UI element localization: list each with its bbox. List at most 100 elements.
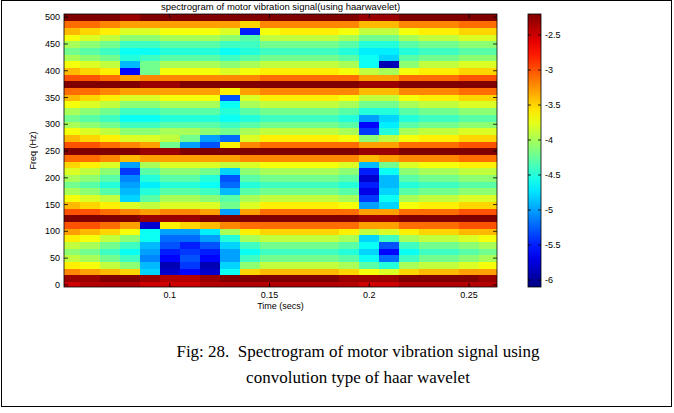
cell <box>399 188 420 195</box>
cell <box>260 275 281 282</box>
cell <box>459 195 480 202</box>
cell <box>220 261 241 268</box>
cell <box>439 121 460 128</box>
cell <box>140 255 161 262</box>
cell <box>140 47 161 54</box>
cell <box>240 188 261 195</box>
cell <box>200 134 221 141</box>
cell <box>220 41 241 48</box>
cell <box>459 255 480 262</box>
cell <box>140 261 161 268</box>
cell <box>160 282 181 287</box>
cell <box>459 14 480 21</box>
cell <box>459 27 480 34</box>
cell <box>100 74 121 81</box>
cell <box>479 81 497 88</box>
cell <box>299 174 320 181</box>
cell <box>140 235 161 242</box>
cell <box>64 41 81 48</box>
cell <box>160 248 181 255</box>
cell <box>120 248 141 255</box>
cell <box>120 141 141 148</box>
cell <box>319 34 340 41</box>
cell <box>64 261 81 268</box>
cell <box>64 27 81 34</box>
cell <box>260 282 281 287</box>
cell <box>80 148 101 155</box>
cell <box>419 114 440 121</box>
cell <box>160 215 181 222</box>
cell <box>64 141 81 148</box>
cell <box>280 174 301 181</box>
cell <box>299 81 320 88</box>
y-tick <box>493 258 497 259</box>
cell <box>399 228 420 235</box>
cell <box>120 121 141 128</box>
cell <box>160 255 181 262</box>
cell <box>399 121 420 128</box>
cell <box>399 195 420 202</box>
cell <box>220 74 241 81</box>
cell <box>200 261 221 268</box>
cell <box>299 208 320 215</box>
cell <box>80 134 101 141</box>
cell <box>399 134 420 141</box>
cell <box>379 128 400 135</box>
cell <box>100 14 121 21</box>
cell <box>200 235 221 242</box>
cell <box>459 61 480 68</box>
cell <box>100 282 121 287</box>
cell <box>299 268 320 275</box>
cell <box>100 47 121 54</box>
cell <box>459 188 480 195</box>
cell <box>419 108 440 115</box>
cell <box>439 215 460 222</box>
cell <box>140 94 161 101</box>
cell <box>439 54 460 61</box>
cell <box>359 108 380 115</box>
cell <box>120 87 141 94</box>
cell <box>140 248 161 255</box>
cell <box>160 54 181 61</box>
cell <box>439 154 460 161</box>
cell <box>180 261 201 268</box>
cell <box>339 174 360 181</box>
cell <box>299 275 320 282</box>
cell <box>359 181 380 188</box>
cell <box>439 221 460 228</box>
cell <box>200 282 221 287</box>
cell <box>220 67 241 74</box>
cell <box>319 54 340 61</box>
cell <box>299 94 320 101</box>
cell <box>439 268 460 275</box>
cell <box>80 255 101 262</box>
cell <box>64 248 81 255</box>
cell <box>160 81 181 88</box>
cell <box>240 148 261 155</box>
cell <box>220 101 241 108</box>
cell <box>240 108 261 115</box>
cell <box>459 228 480 235</box>
cell <box>419 195 440 202</box>
cell <box>80 221 101 228</box>
colorbar-tick <box>528 105 531 106</box>
cell <box>479 87 497 94</box>
cell <box>319 134 340 141</box>
cell <box>64 87 81 94</box>
cell <box>399 21 420 28</box>
cell <box>200 87 221 94</box>
colorbar-tick <box>538 245 541 246</box>
cell <box>120 61 141 68</box>
y-tick <box>64 284 68 285</box>
cell <box>280 81 301 88</box>
cell <box>140 161 161 168</box>
cell <box>319 228 340 235</box>
cell <box>319 235 340 242</box>
cell <box>359 195 380 202</box>
cell <box>200 221 221 228</box>
cell <box>339 148 360 155</box>
cell <box>439 261 460 268</box>
cell <box>359 161 380 168</box>
cell <box>160 241 181 248</box>
cell <box>419 101 440 108</box>
